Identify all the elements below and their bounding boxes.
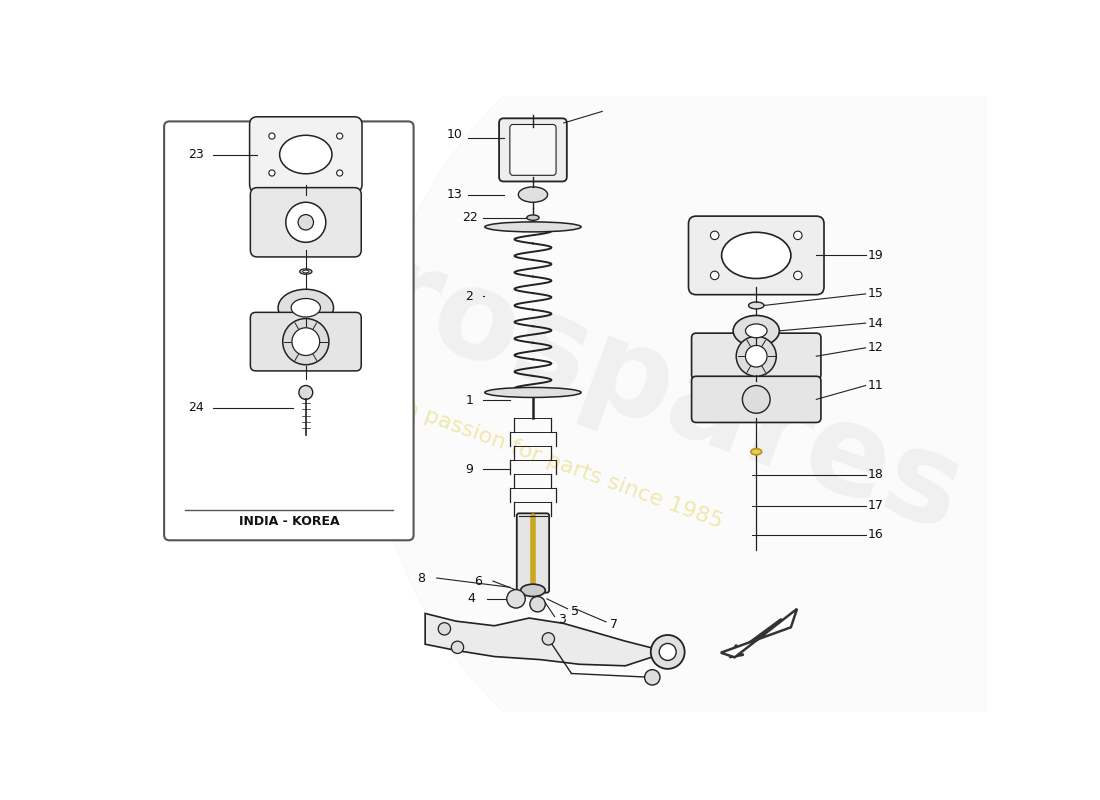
- Circle shape: [438, 622, 451, 635]
- Text: eurospares: eurospares: [195, 174, 979, 558]
- Ellipse shape: [518, 187, 548, 202]
- Circle shape: [746, 346, 767, 367]
- Text: 10: 10: [447, 128, 463, 141]
- Text: INDIA - KOREA: INDIA - KOREA: [239, 515, 339, 528]
- FancyBboxPatch shape: [251, 312, 361, 371]
- FancyBboxPatch shape: [499, 118, 566, 182]
- Circle shape: [268, 133, 275, 139]
- Text: 19: 19: [868, 249, 883, 262]
- Ellipse shape: [299, 269, 312, 274]
- Circle shape: [645, 670, 660, 685]
- Circle shape: [530, 597, 546, 612]
- Text: 8: 8: [418, 571, 426, 585]
- FancyBboxPatch shape: [692, 376, 821, 422]
- Text: 11: 11: [868, 379, 883, 392]
- Polygon shape: [425, 614, 668, 666]
- Circle shape: [451, 641, 464, 654]
- Circle shape: [736, 336, 777, 376]
- FancyBboxPatch shape: [251, 188, 361, 257]
- Text: 15: 15: [868, 287, 883, 300]
- FancyBboxPatch shape: [689, 216, 824, 294]
- FancyBboxPatch shape: [509, 125, 556, 175]
- Text: 9: 9: [465, 463, 473, 476]
- FancyBboxPatch shape: [164, 122, 414, 540]
- Circle shape: [283, 318, 329, 365]
- Circle shape: [742, 386, 770, 414]
- Text: 17: 17: [868, 499, 883, 512]
- Text: 14: 14: [868, 317, 883, 330]
- Ellipse shape: [279, 135, 332, 174]
- Text: 16: 16: [868, 529, 883, 542]
- Text: 1: 1: [465, 394, 473, 406]
- Ellipse shape: [485, 387, 581, 398]
- Text: 4: 4: [468, 592, 475, 606]
- Circle shape: [337, 133, 343, 139]
- Ellipse shape: [292, 298, 320, 317]
- Text: 6: 6: [474, 574, 482, 587]
- Circle shape: [268, 170, 275, 176]
- Ellipse shape: [722, 232, 791, 278]
- Circle shape: [711, 271, 719, 280]
- Text: 7: 7: [609, 618, 618, 630]
- Ellipse shape: [527, 215, 539, 220]
- Ellipse shape: [278, 290, 333, 326]
- Circle shape: [793, 271, 802, 280]
- Circle shape: [711, 231, 719, 240]
- Circle shape: [542, 633, 554, 645]
- Ellipse shape: [520, 584, 546, 597]
- Text: 22: 22: [462, 211, 477, 224]
- Circle shape: [793, 231, 802, 240]
- Ellipse shape: [751, 449, 761, 455]
- Circle shape: [507, 590, 526, 608]
- Ellipse shape: [302, 270, 309, 273]
- Ellipse shape: [748, 302, 763, 309]
- Circle shape: [337, 170, 343, 176]
- Text: a passion for parts since 1985: a passion for parts since 1985: [403, 398, 725, 533]
- Polygon shape: [720, 609, 798, 658]
- Text: 24: 24: [188, 402, 204, 414]
- FancyBboxPatch shape: [250, 117, 362, 192]
- Text: 2: 2: [465, 290, 473, 302]
- Circle shape: [292, 328, 320, 355]
- Circle shape: [299, 386, 312, 399]
- Circle shape: [298, 214, 314, 230]
- Text: 12: 12: [868, 342, 883, 354]
- FancyBboxPatch shape: [517, 514, 549, 593]
- Text: 5: 5: [572, 606, 580, 618]
- Circle shape: [651, 635, 684, 669]
- Text: 23: 23: [188, 148, 204, 161]
- Text: 18: 18: [868, 468, 883, 482]
- Ellipse shape: [746, 324, 767, 338]
- FancyBboxPatch shape: [692, 333, 821, 379]
- Text: 13: 13: [447, 188, 462, 201]
- Circle shape: [286, 202, 326, 242]
- Ellipse shape: [485, 222, 581, 232]
- Ellipse shape: [733, 315, 779, 346]
- Text: 3: 3: [558, 613, 565, 626]
- Circle shape: [659, 643, 676, 661]
